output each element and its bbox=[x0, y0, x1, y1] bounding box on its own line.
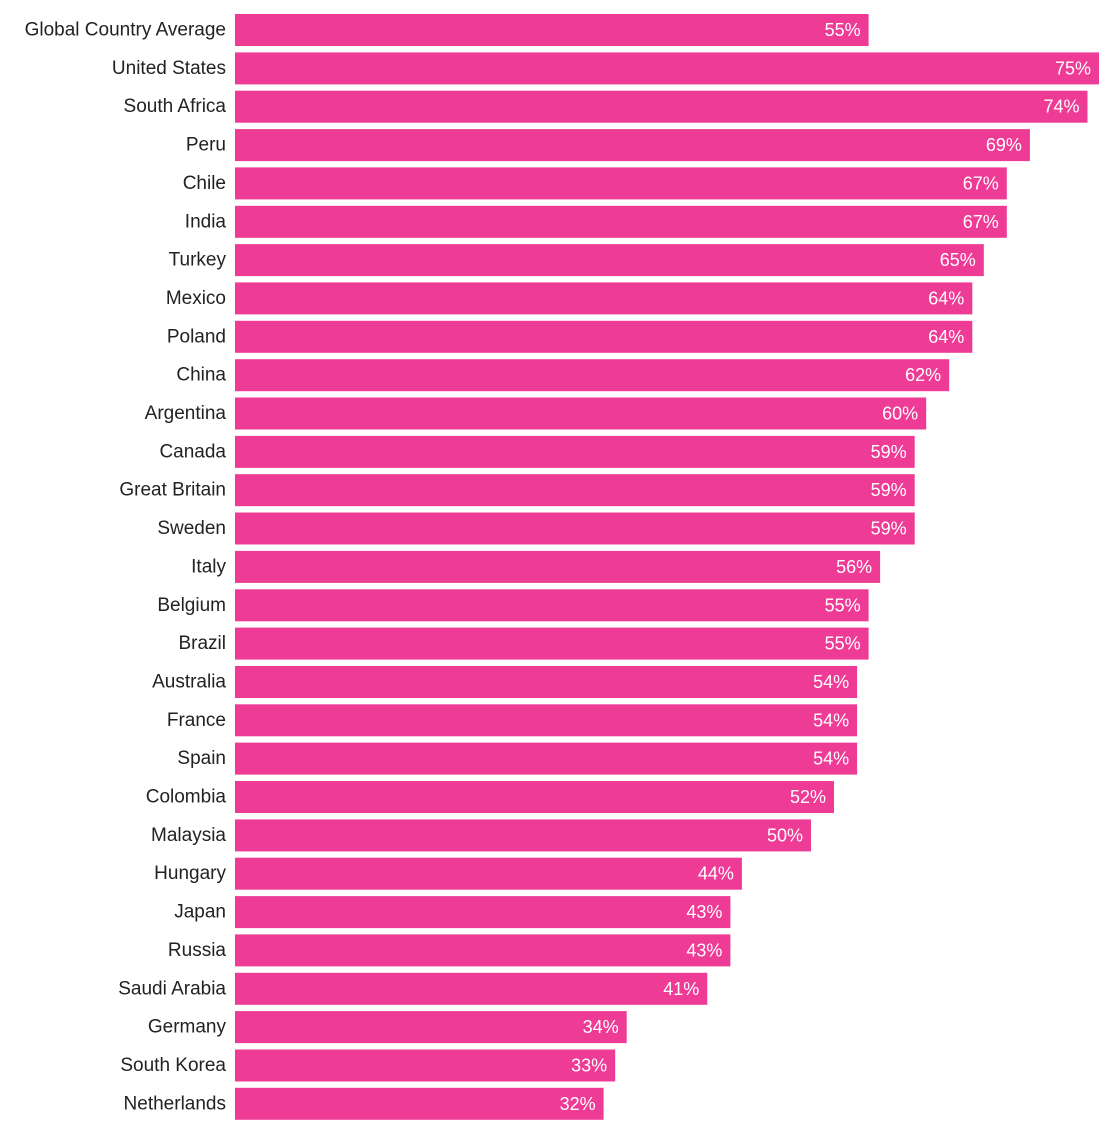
value-label: 32% bbox=[560, 1094, 596, 1114]
category-label: Global Country Average bbox=[25, 20, 226, 41]
bar-colombia bbox=[235, 781, 834, 813]
bar-poland bbox=[235, 320, 973, 353]
value-label: 34% bbox=[583, 1017, 619, 1037]
value-label: 65% bbox=[940, 250, 976, 270]
bar-china bbox=[235, 359, 950, 392]
value-label: 60% bbox=[882, 404, 918, 424]
bar-mexico bbox=[235, 282, 973, 315]
category-label: Australia bbox=[152, 672, 226, 693]
value-label: 52% bbox=[790, 787, 826, 807]
bar-japan bbox=[235, 896, 731, 929]
bar-germany bbox=[235, 1011, 627, 1044]
value-label: 33% bbox=[571, 1056, 607, 1076]
value-label: 64% bbox=[928, 327, 964, 347]
bars-group bbox=[235, 14, 1099, 1120]
category-label: Netherlands bbox=[124, 1093, 226, 1114]
value-label: 59% bbox=[871, 480, 907, 500]
value-label: 59% bbox=[871, 442, 907, 462]
category-label: Colombia bbox=[146, 787, 227, 808]
bar-south-korea bbox=[235, 1049, 616, 1082]
category-label: Great Britain bbox=[119, 480, 226, 501]
value-label: 55% bbox=[825, 595, 861, 615]
value-label: 67% bbox=[963, 212, 999, 232]
value-label: 67% bbox=[963, 173, 999, 193]
bar-brazil bbox=[235, 627, 869, 660]
category-label: Italy bbox=[191, 556, 226, 577]
value-label: 43% bbox=[686, 940, 722, 960]
category-label: Argentina bbox=[145, 403, 227, 424]
bar-italy bbox=[235, 550, 881, 583]
category-label: South Africa bbox=[124, 96, 227, 117]
value-label: 43% bbox=[686, 902, 722, 922]
bar-canada bbox=[235, 435, 915, 468]
value-label: 69% bbox=[986, 135, 1022, 155]
value-label: 55% bbox=[825, 20, 861, 40]
category-label: Japan bbox=[174, 902, 226, 923]
category-label: Chile bbox=[183, 173, 226, 194]
bar-spain bbox=[235, 742, 858, 775]
bar-sweden bbox=[235, 512, 915, 545]
category-label: France bbox=[167, 710, 226, 731]
category-labels-group: Global Country Average United States South… bbox=[25, 20, 227, 1115]
category-label: Canada bbox=[159, 441, 226, 462]
value-label: 54% bbox=[813, 710, 849, 730]
category-label: Poland bbox=[167, 326, 226, 347]
category-label: Saudi Arabia bbox=[118, 978, 226, 999]
bar-united-states bbox=[235, 52, 1099, 85]
category-label: Brazil bbox=[178, 633, 226, 654]
value-label: 55% bbox=[825, 634, 861, 654]
bar-belgium bbox=[235, 589, 869, 622]
category-label: Turkey bbox=[169, 250, 227, 271]
category-label: United States bbox=[112, 58, 226, 79]
category-label: Russia bbox=[168, 940, 227, 961]
value-label: 50% bbox=[767, 825, 803, 845]
bar-global-country-average bbox=[235, 14, 869, 46]
category-label: China bbox=[176, 365, 226, 386]
bar-france bbox=[235, 704, 858, 737]
category-label: South Korea bbox=[120, 1055, 226, 1076]
value-label: 54% bbox=[813, 672, 849, 692]
bar-india bbox=[235, 205, 1007, 238]
category-label: Mexico bbox=[166, 288, 226, 309]
value-label: 56% bbox=[836, 557, 872, 577]
bar-great-britain bbox=[235, 474, 915, 507]
value-label: 62% bbox=[905, 365, 941, 385]
value-label: 75% bbox=[1055, 58, 1091, 78]
bar-russia bbox=[235, 934, 731, 967]
bar-australia bbox=[235, 666, 858, 698]
value-label: 64% bbox=[928, 288, 964, 308]
category-label: Malaysia bbox=[151, 825, 226, 846]
bar-turkey bbox=[235, 244, 984, 277]
bar-saudi-arabia bbox=[235, 972, 708, 1005]
bar-chile bbox=[235, 167, 1007, 200]
bar-malaysia bbox=[235, 819, 811, 852]
category-label: Belgium bbox=[157, 595, 226, 616]
value-label: 41% bbox=[663, 979, 699, 999]
bar-hungary bbox=[235, 857, 742, 890]
bar-south-africa bbox=[235, 90, 1088, 123]
value-label: 54% bbox=[813, 749, 849, 769]
value-labels-group: 55% 75% 74% 69% 67% 67% 65% 64% 64% 62% 60% 59% 59% 5… bbox=[560, 20, 1091, 1114]
value-label: 44% bbox=[698, 864, 734, 884]
bar-argentina bbox=[235, 397, 927, 430]
category-label: Spain bbox=[177, 748, 226, 769]
category-label: Peru bbox=[186, 135, 226, 156]
category-label: Germany bbox=[148, 1017, 227, 1038]
category-label: India bbox=[185, 211, 227, 232]
category-label: Hungary bbox=[154, 863, 226, 884]
value-label: 74% bbox=[1043, 97, 1079, 117]
bar-peru bbox=[235, 129, 1030, 162]
bar-netherlands bbox=[235, 1087, 604, 1120]
category-label: Sweden bbox=[157, 518, 226, 539]
value-label: 59% bbox=[871, 519, 907, 539]
